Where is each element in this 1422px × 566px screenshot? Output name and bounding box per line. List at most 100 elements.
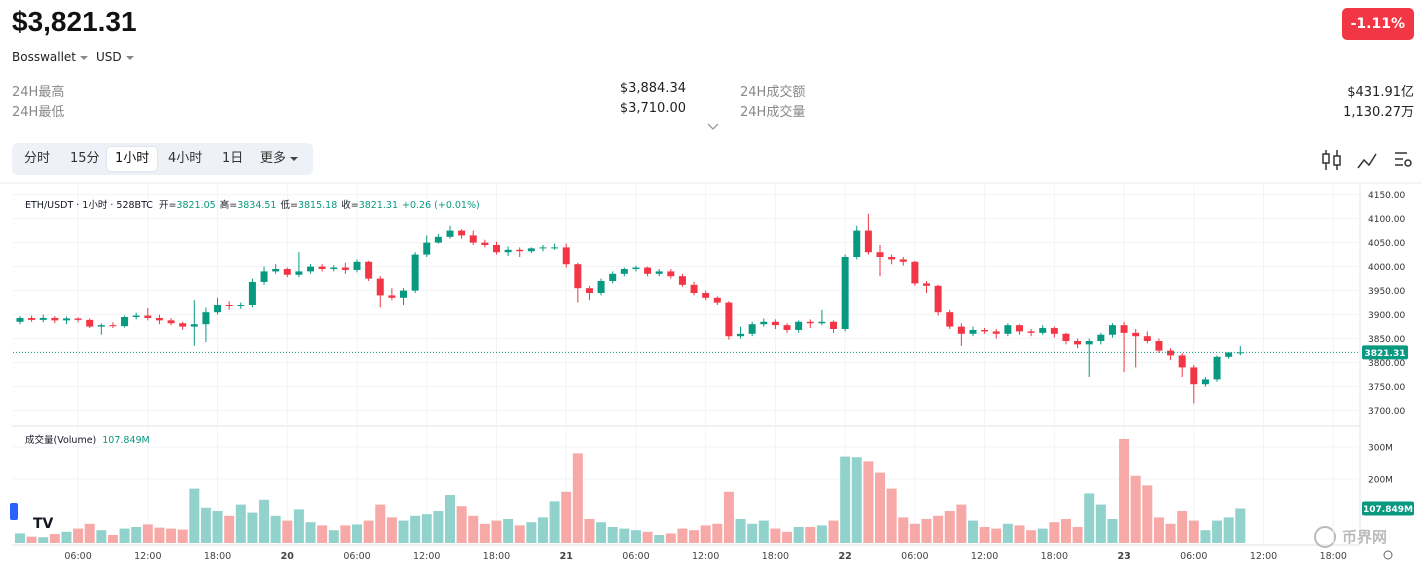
candle-body xyxy=(725,302,733,337)
tab[interactable]: 分时 xyxy=(24,151,51,166)
settings-icon[interactable] xyxy=(1383,550,1393,560)
candle-body xyxy=(376,278,384,296)
volume-bar xyxy=(642,531,653,543)
volume-bar xyxy=(805,526,816,543)
x-tick-label: 12:00 xyxy=(692,551,719,562)
candle-body xyxy=(16,317,24,322)
stat-label: 24H最高 xyxy=(12,85,65,100)
candle-body xyxy=(62,318,70,321)
expand-chevron[interactable] xyxy=(707,123,719,130)
volume-bar xyxy=(317,525,328,543)
candle-body xyxy=(318,266,326,269)
x-tick-label: 23 xyxy=(1117,551,1130,562)
candle-body xyxy=(992,331,1000,334)
candle-body xyxy=(551,247,559,249)
candle-body xyxy=(132,315,140,317)
y-tick-label: 3750.00 xyxy=(1368,383,1405,393)
volume-bar xyxy=(142,524,153,543)
stat-value: 1,130.27万 xyxy=(1343,105,1414,120)
grid xyxy=(13,185,1360,543)
volume-bar xyxy=(154,527,165,543)
candle-body xyxy=(864,230,872,253)
currency-select[interactable]: USD xyxy=(96,50,134,64)
volume-bar xyxy=(712,523,723,543)
stat-value: $3,884.34 xyxy=(619,81,686,96)
x-tick-label: 12:00 xyxy=(413,551,440,562)
candle-body xyxy=(922,283,930,286)
candle-body xyxy=(539,247,547,249)
last-price-tag xyxy=(1362,345,1408,360)
candle-body xyxy=(655,271,663,274)
y-tick-label: 3700.00 xyxy=(1368,407,1405,417)
volume-bar xyxy=(956,504,967,543)
volume-bar xyxy=(1014,525,1025,543)
candle-body xyxy=(434,236,442,243)
candle-body xyxy=(806,321,814,324)
candle-body xyxy=(946,312,954,327)
volume-bar xyxy=(875,472,886,543)
tab-more[interactable]: 更多 xyxy=(252,147,306,171)
volume-bar xyxy=(677,528,688,543)
candle-body xyxy=(469,235,477,243)
volume-bar xyxy=(572,453,583,543)
candle-body xyxy=(899,259,907,262)
y-tick-label: 4150.00 xyxy=(1368,191,1405,201)
x-tick-label: 06:00 xyxy=(64,551,91,562)
chart-legend: ETH/USDT · 1小时 · 528BTC 开=3821.05 高=3834.5… xyxy=(25,199,480,211)
volume-title: 成交量(Volume) xyxy=(25,434,96,446)
tab[interactable]: 1日 xyxy=(222,151,244,166)
candle-body xyxy=(39,317,47,320)
candle-body xyxy=(144,315,152,318)
candle-body xyxy=(86,319,94,327)
y-tick-label: 3950.00 xyxy=(1368,287,1405,297)
tab-active[interactable]: 1小时 xyxy=(107,147,158,171)
candle-body xyxy=(1155,341,1163,351)
candle-body xyxy=(109,325,117,327)
ohlc-value: 3815.18 xyxy=(298,200,337,211)
volume-bar xyxy=(1002,523,1013,543)
volume-bar xyxy=(619,528,630,543)
volume-bar xyxy=(758,520,769,543)
tab[interactable]: 4小时 xyxy=(168,151,203,166)
ohlc-value: 3821.31 xyxy=(359,200,398,211)
ohlc-label: 开= xyxy=(159,200,176,211)
watermark-logo xyxy=(1314,526,1336,548)
volume-bar xyxy=(1107,518,1118,543)
candle-body xyxy=(1050,328,1058,334)
volume-bar xyxy=(979,526,990,543)
ohlc-value: 3834.51 xyxy=(237,200,276,211)
candle-body xyxy=(1213,356,1221,380)
ohlc-label: 低= xyxy=(280,199,297,211)
volume-bar xyxy=(235,504,246,543)
candle-body xyxy=(795,321,803,330)
volume-bar xyxy=(793,526,804,543)
candle-body xyxy=(1015,325,1023,332)
candle-body xyxy=(353,261,361,270)
candle-body xyxy=(423,242,431,255)
volume-bar xyxy=(828,520,839,543)
tab[interactable]: 15分 xyxy=(70,151,100,166)
y-tick-label: 200M xyxy=(1368,475,1393,485)
volume-bar xyxy=(305,522,316,543)
candle-body xyxy=(981,329,989,332)
wallet-select[interactable]: Bosswallet xyxy=(12,50,89,64)
volume-bar xyxy=(456,506,467,543)
candle-body xyxy=(51,317,59,321)
candle-body xyxy=(1178,355,1186,368)
volume-bar xyxy=(723,491,734,543)
volume-bar xyxy=(967,520,978,543)
candle-body xyxy=(155,317,163,321)
x-tick-label: 18:00 xyxy=(1041,551,1068,562)
volume-bar xyxy=(863,461,874,543)
candle-body xyxy=(307,266,315,272)
candle-body xyxy=(667,271,675,277)
candle-body xyxy=(853,230,861,257)
candle-body xyxy=(481,242,489,245)
toolbar-icons[interactable] xyxy=(1322,150,1412,170)
candle-body xyxy=(446,230,454,237)
candle-body xyxy=(516,249,524,252)
volume-bar xyxy=(933,515,944,543)
side-toggle[interactable] xyxy=(10,503,18,520)
volume-bar xyxy=(38,537,49,543)
